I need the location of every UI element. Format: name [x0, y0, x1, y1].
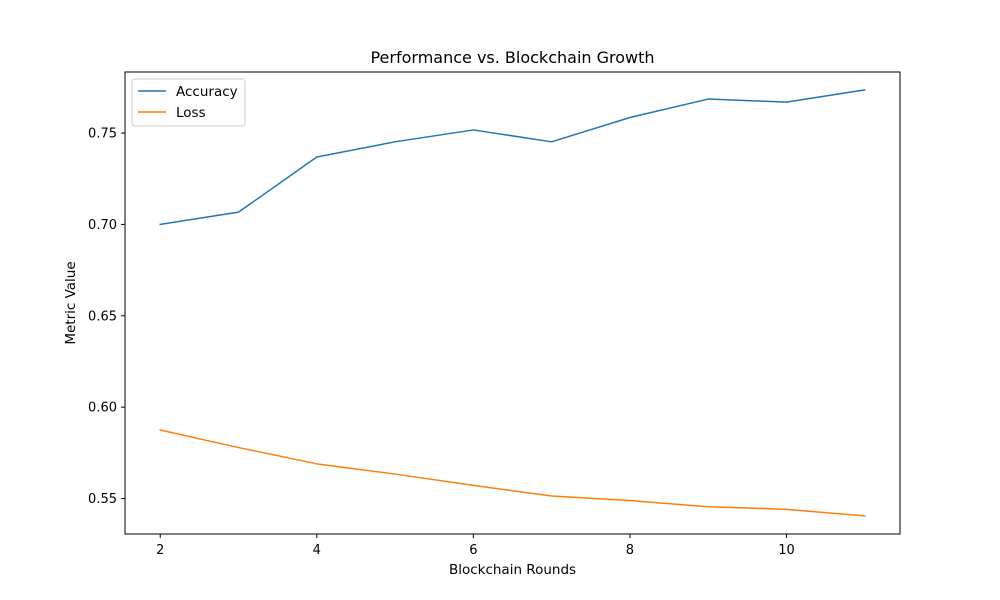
legend-label-accuracy: Accuracy [176, 84, 238, 100]
chart-title: Performance vs. Blockchain Growth [370, 48, 654, 67]
plot-area-frame [124, 71, 901, 535]
y-axis-label: Metric Value [63, 261, 79, 344]
y-tick-label: 0.55 [88, 492, 117, 507]
y-tick-label: 0.65 [88, 309, 117, 324]
y-tick-label: 0.70 [88, 218, 117, 233]
y-tick-label: 0.60 [88, 401, 117, 416]
x-tick-label: 8 [626, 543, 634, 558]
legend: Accuracy Loss [131, 78, 246, 127]
series-lines [159, 89, 866, 517]
x-tick-label: 6 [469, 543, 477, 558]
x-axis: 2 4 6 8 10 [156, 534, 795, 558]
x-tick-label: 4 [313, 543, 321, 558]
series-line-accuracy [159, 89, 866, 226]
y-tick-label: 0.75 [88, 127, 117, 142]
legend-label-loss: Loss [176, 105, 206, 121]
y-axis: 0.55 0.60 0.65 0.70 0.75 [88, 127, 125, 507]
x-tick-label: 10 [778, 543, 795, 558]
x-tick-label: 2 [156, 543, 164, 558]
series-line-loss [159, 429, 866, 517]
x-axis-label: Blockchain Rounds [449, 562, 576, 578]
